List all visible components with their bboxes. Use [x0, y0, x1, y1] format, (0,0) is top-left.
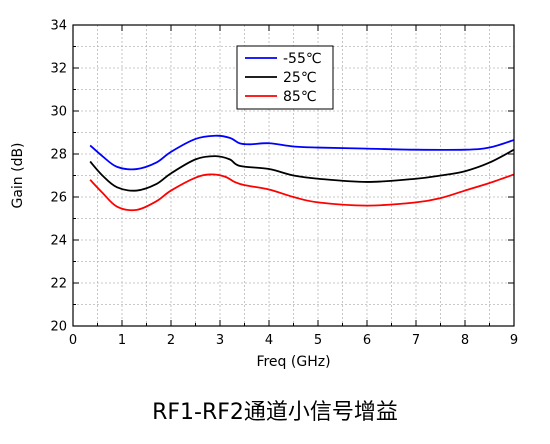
x-tick-label: 9 — [510, 333, 518, 348]
legend-label-2: 85℃ — [283, 89, 317, 105]
y-tick-label: 24 — [50, 234, 67, 249]
x-tick-label: 0 — [69, 333, 77, 348]
y-tick-label: 22 — [50, 277, 67, 292]
x-tick-label: 7 — [412, 333, 420, 348]
x-axis-title: Freq (GHz) — [256, 354, 330, 370]
x-tick-label: 8 — [461, 333, 469, 348]
y-axis-title: Gain (dB) — [10, 142, 26, 208]
y-tick-label: 20 — [50, 320, 67, 335]
x-tick-label: 5 — [314, 333, 322, 348]
legend: -55℃ 25℃ 85℃ — [236, 45, 334, 110]
legend-label-1: 25℃ — [283, 70, 317, 86]
y-tick-label: 32 — [50, 62, 67, 77]
x-tick-label: 2 — [167, 333, 175, 348]
y-tick-label: 34 — [50, 19, 67, 34]
x-tick-label: 3 — [216, 333, 224, 348]
y-tick-label: 26 — [50, 191, 67, 206]
x-tick-label: 6 — [363, 333, 371, 348]
chart-caption: RF1-RF2通道小信号增益 — [152, 400, 398, 425]
series-lines — [89, 134, 515, 212]
legend-label-0: -55℃ — [283, 51, 322, 67]
series-line-1 — [89, 148, 515, 192]
y-tick-label: 30 — [50, 105, 67, 120]
x-tick-label: 1 — [118, 333, 126, 348]
series-line-0 — [89, 134, 515, 171]
y-tick-label: 28 — [50, 148, 67, 163]
x-tick-label: 4 — [265, 333, 273, 348]
series-line-2 — [89, 173, 515, 212]
